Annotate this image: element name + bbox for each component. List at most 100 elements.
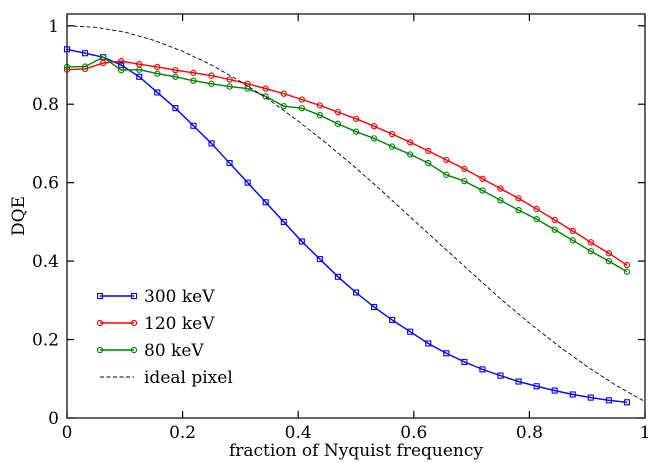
x-axis-title: fraction of Nyquist frequency bbox=[229, 441, 483, 461]
data-point-120-kev bbox=[479, 175, 486, 182]
x-tick-label: 0.2 bbox=[169, 423, 196, 443]
data-point-80-kev bbox=[316, 112, 324, 119]
data-point-300-kev bbox=[244, 179, 251, 186]
data-point-120-kev bbox=[533, 205, 540, 213]
data-point-120-kev bbox=[226, 76, 233, 83]
data-point-120-kev bbox=[280, 90, 287, 97]
data-point-80-kev bbox=[63, 63, 71, 71]
data-point-120-kev bbox=[605, 250, 613, 257]
x-tick-label: 1 bbox=[640, 423, 648, 443]
data-point-300-kev bbox=[298, 238, 305, 245]
y-tick-label: 0.2 bbox=[32, 331, 59, 351]
data-point-300-kev bbox=[82, 50, 89, 57]
data-point-120-kev bbox=[298, 96, 305, 103]
legend-marker bbox=[96, 319, 104, 327]
y-tick-label: 0.6 bbox=[32, 174, 59, 194]
y-tick-label: 0.8 bbox=[32, 95, 59, 115]
x-tick-label: 0.6 bbox=[400, 423, 427, 443]
data-point-300-kev bbox=[334, 273, 341, 280]
data-point-300-kev bbox=[533, 383, 540, 390]
data-point-300-kev bbox=[569, 391, 576, 398]
data-point-300-kev bbox=[63, 46, 71, 53]
legend-label: 120 keV bbox=[144, 314, 215, 334]
plot-frame bbox=[66, 13, 646, 419]
data-point-80-kev bbox=[497, 197, 504, 204]
legend-label: ideal pixel bbox=[144, 368, 233, 388]
data-point-300-kev bbox=[226, 159, 233, 167]
data-point-80-kev bbox=[425, 159, 432, 167]
data-point-80-kev bbox=[118, 66, 125, 74]
data-point-120-kev bbox=[370, 123, 378, 130]
data-point-80-kev bbox=[587, 248, 594, 255]
y-axis-title: DQE bbox=[9, 196, 29, 236]
data-point-300-kev bbox=[551, 387, 558, 394]
data-point-120-kev bbox=[172, 66, 179, 74]
data-point-120-kev bbox=[461, 165, 468, 173]
data-point-300-kev bbox=[316, 256, 323, 263]
axis-ticks: 0 0.2 0.4 0.6 0.8 1 0 0.2 0.4 0.6 0.8 1 bbox=[32, 14, 648, 443]
y-tick-label: 0.4 bbox=[32, 252, 59, 272]
data-point-80-kev bbox=[352, 128, 360, 135]
x-tick-label: 0.4 bbox=[285, 423, 312, 443]
data-point-80-kev bbox=[551, 226, 558, 233]
legend-item-300-kev: 300 keV bbox=[96, 287, 215, 307]
legend: 300 keV 120 keV 80 keV ideal pixel bbox=[96, 287, 233, 388]
data-point-120-kev bbox=[569, 227, 576, 235]
data-point-80-kev bbox=[388, 143, 396, 150]
data-point-120-kev bbox=[154, 63, 161, 71]
data-point-120-kev bbox=[334, 108, 342, 116]
data-point-80-kev bbox=[569, 237, 576, 244]
data-point-80-kev bbox=[208, 80, 215, 87]
data-point-120-kev bbox=[352, 115, 360, 122]
data-point-300-kev bbox=[389, 316, 396, 323]
data-point-120-kev bbox=[262, 85, 269, 92]
data-point-300-kev bbox=[479, 366, 486, 373]
data-point-300-kev bbox=[280, 218, 287, 225]
legend-marker bbox=[96, 346, 104, 354]
data-point-80-kev bbox=[154, 70, 161, 77]
data-point-120-kev bbox=[497, 185, 504, 192]
data-point-300-kev bbox=[443, 350, 450, 357]
data-point-120-kev bbox=[515, 195, 522, 202]
data-point-120-kev bbox=[63, 66, 71, 73]
data-point-120-kev bbox=[118, 57, 125, 65]
data-point-300-kev bbox=[352, 289, 360, 296]
data-point-120-kev bbox=[443, 156, 450, 164]
data-point-300-kev bbox=[515, 378, 522, 385]
data-point-300-kev bbox=[497, 372, 504, 379]
data-point-300-kev bbox=[605, 397, 612, 404]
data-point-300-kev bbox=[262, 199, 269, 206]
legend-marker bbox=[130, 292, 138, 300]
legend-marker bbox=[130, 319, 138, 327]
data-point-80-kev bbox=[334, 120, 342, 127]
data-point-120-kev bbox=[425, 147, 432, 155]
data-point-80-kev bbox=[99, 53, 107, 61]
legend-item-80-kev: 80 keV bbox=[96, 341, 204, 361]
data-point-120-kev bbox=[99, 59, 107, 67]
data-point-80-kev bbox=[81, 63, 89, 70]
series-ideal-pixel bbox=[66, 25, 646, 402]
data-point-300-kev bbox=[623, 399, 630, 406]
data-point-120-kev bbox=[190, 69, 197, 76]
series-120-kev bbox=[63, 57, 631, 269]
data-point-120-kev bbox=[316, 102, 324, 109]
data-point-120-kev bbox=[208, 72, 215, 79]
y-tick-label: 0 bbox=[48, 409, 59, 429]
data-point-80-kev bbox=[136, 66, 143, 73]
legend-marker bbox=[130, 346, 138, 354]
data-point-120-kev bbox=[388, 130, 396, 138]
data-point-80-kev bbox=[479, 187, 486, 194]
data-point-300-kev bbox=[154, 89, 161, 96]
series-80-kev bbox=[63, 53, 631, 275]
series-300-kev bbox=[63, 46, 630, 406]
series-line-80-kev bbox=[66, 56, 628, 273]
data-point-300-kev bbox=[371, 303, 378, 311]
data-point-80-kev bbox=[280, 103, 287, 110]
data-point-80-kev bbox=[370, 135, 378, 142]
data-point-80-kev bbox=[515, 206, 522, 214]
data-point-80-kev bbox=[605, 257, 613, 265]
data-point-300-kev bbox=[587, 394, 594, 401]
data-point-80-kev bbox=[298, 104, 305, 112]
series-layer bbox=[63, 25, 646, 406]
